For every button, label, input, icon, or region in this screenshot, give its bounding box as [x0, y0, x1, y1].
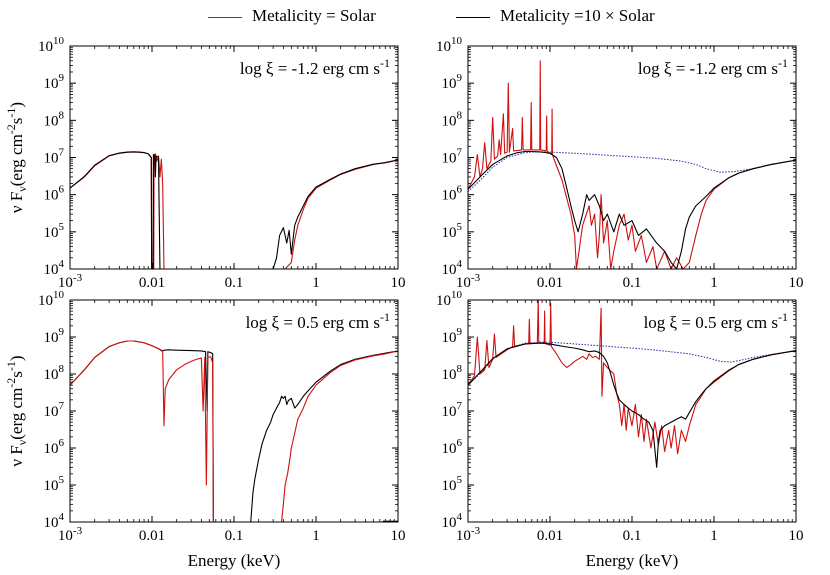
y-tick-label: 109 — [44, 326, 65, 346]
y-tick-label: 107 — [442, 147, 463, 167]
plot-area — [468, 300, 796, 468]
x-tick-label: 0.1 — [225, 528, 244, 544]
y-tick-label: 109 — [442, 72, 463, 92]
x-tick-label: 10-3 — [456, 525, 481, 544]
y-tick-label: 108 — [442, 363, 463, 383]
y-tick-label: 105 — [442, 221, 463, 241]
panel-bottom-right: 10-3 0.01 0.1 1 10 104 105 106 107 108 109 1010 log … — [436, 289, 804, 570]
y-tick-label: 106 — [442, 184, 463, 204]
x-tick-label: 0.01 — [537, 528, 563, 544]
y-tick-label: 108 — [44, 109, 65, 129]
series-solar-line — [153, 153, 165, 269]
panel-annotation: log ξ = -1.2 erg cm s-1 — [240, 56, 390, 78]
panel-annotation: log ξ = -1.2 erg cm s-1 — [638, 56, 788, 78]
y-tick-label: 1010 — [38, 35, 65, 55]
y-tick-label: 104 — [44, 511, 65, 531]
x-tick-label: 10-3 — [456, 272, 481, 291]
x-tick-label: 0.1 — [623, 275, 642, 291]
series-solar-line — [70, 151, 153, 269]
series-ten-solar-line — [152, 154, 161, 269]
x-axis-label: Energy (keV) — [586, 551, 679, 570]
y-tick-label: 107 — [442, 400, 463, 420]
plot-area — [468, 60, 796, 269]
y-tick-label: 104 — [44, 258, 65, 278]
y-tick-label: 104 — [442, 511, 463, 531]
legend-label-ten-solar: Metalicity =10 × Solar — [500, 6, 655, 25]
series-solar-line — [284, 159, 398, 269]
series-ten-solar-line — [70, 340, 214, 522]
series-ten-solar-line — [272, 159, 398, 269]
series-solar-line — [280, 350, 398, 522]
legend-swatch-ten-solar — [456, 17, 490, 18]
panel-annotation: log ξ = 0.5 erg cm s-1 — [246, 310, 390, 332]
series-solar-line — [468, 60, 796, 269]
y-tick-label: 1010 — [436, 289, 463, 309]
plot-area — [70, 340, 398, 522]
y-tick-label: 106 — [44, 437, 65, 457]
legend: Metalicity = Solar Metalicity =10 × Sola… — [200, 6, 760, 30]
x-tick-label: 10-3 — [58, 272, 83, 291]
y-tick-label: 107 — [44, 147, 65, 167]
x-axis-label: Energy (keV) — [188, 551, 281, 570]
y-tick-label: 108 — [44, 363, 65, 383]
x-tick-label: 1 — [312, 528, 320, 544]
x-tick-label: 0.1 — [623, 528, 642, 544]
series-ten-solar-line — [70, 151, 153, 269]
axes-frame — [69, 45, 399, 270]
y-tick-label: 105 — [44, 474, 65, 494]
x-tick-label: 10 — [391, 528, 406, 544]
panel-top-left: 10-3 0.01 0.1 1 10 104 105 106 107 108 109 1010 log … — [4, 35, 406, 291]
x-tick-label: 0.01 — [537, 275, 563, 291]
x-tick-label: 10 — [789, 528, 804, 544]
series-ten-solar-line — [468, 342, 796, 468]
x-tick-label: 10 — [789, 275, 804, 291]
y-axis-label: ν Fν(erg cm-2s-1) — [4, 102, 29, 213]
x-tick-label: 10-3 — [58, 525, 83, 544]
y-tick-label: 1010 — [38, 289, 65, 309]
x-tick-label: 0.01 — [139, 275, 165, 291]
y-tick-label: 104 — [442, 258, 463, 278]
y-tick-label: 105 — [442, 474, 463, 494]
x-tick-label: 1 — [710, 528, 718, 544]
y-tick-label: 106 — [442, 437, 463, 457]
plot-area — [70, 151, 398, 269]
series-ten-solar-line — [468, 150, 796, 269]
panel-annotation: log ξ = 0.5 erg cm s-1 — [644, 310, 788, 332]
series-ten-solar-line — [250, 350, 398, 522]
axes-frame — [69, 299, 399, 523]
y-tick-label: 106 — [44, 184, 65, 204]
y-axis-label: ν Fν(erg cm-2s-1) — [4, 355, 29, 466]
series-continuum-line — [468, 341, 796, 386]
panel-bottom-left: 10-3 0.01 0.1 1 10 104 105 106 107 108 109 1010 log … — [4, 289, 406, 570]
panel-top-right: 10-3 0.01 0.1 1 10 104 105 106 107 108 109 1010 log … — [436, 35, 804, 291]
y-tick-label: 108 — [442, 109, 463, 129]
legend-swatch-solar — [208, 17, 242, 18]
series-continuum-line — [468, 151, 796, 193]
x-tick-label: 0.1 — [225, 275, 244, 291]
axes-frame — [467, 45, 797, 270]
y-tick-label: 1010 — [436, 35, 463, 55]
x-tick-label: 1 — [710, 275, 718, 291]
x-tick-label: 10 — [391, 275, 406, 291]
y-tick-label: 107 — [44, 400, 65, 420]
y-tick-label: 109 — [442, 326, 463, 346]
y-tick-label: 109 — [44, 72, 65, 92]
series-solar-line — [70, 340, 214, 522]
y-tick-label: 105 — [44, 221, 65, 241]
x-tick-label: 0.01 — [139, 528, 165, 544]
x-tick-label: 1 — [312, 275, 320, 291]
legend-label-solar: Metalicity = Solar — [252, 6, 376, 25]
